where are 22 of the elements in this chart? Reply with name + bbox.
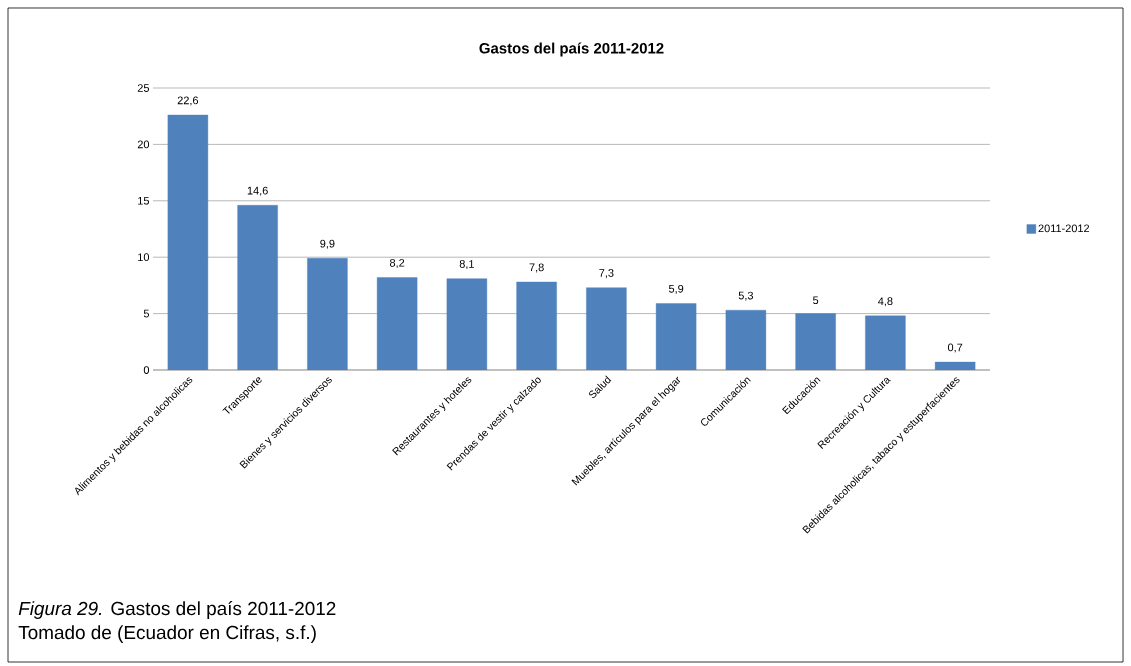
chart-title: Gastos del país 2011-2012 (479, 42, 664, 57)
data-label: 7,8 (529, 263, 544, 273)
y-tick-label: 15 (138, 196, 150, 205)
data-label: 0,7 (947, 343, 963, 353)
data-label: 5,3 (738, 291, 754, 301)
data-label: 9,9 (320, 239, 335, 249)
data-label: 7,3 (599, 269, 614, 279)
data-label: 14,6 (247, 186, 268, 196)
text: Tomado de (Ecuador en Cifras, s.f.) (18, 625, 316, 643)
data-label: 4,8 (878, 297, 893, 307)
text: Figura 29. Gastos del país 2011-2012 (18, 601, 336, 619)
y-tick-label: 25 (137, 84, 150, 92)
data-label: 5 (813, 296, 819, 305)
y-tick-label: 10 (138, 253, 150, 262)
data-label: 8,2 (389, 258, 405, 268)
y-tick-label: 20 (137, 140, 150, 149)
data-label: 22,6 (177, 96, 199, 106)
y-tick-label: 0 (143, 366, 150, 374)
data-label: 8,1 (459, 260, 474, 270)
legend-label: 2011-2012 (1038, 224, 1090, 233)
data-label: 5,9 (668, 284, 684, 294)
y-tick-label: 5 (143, 309, 150, 318)
